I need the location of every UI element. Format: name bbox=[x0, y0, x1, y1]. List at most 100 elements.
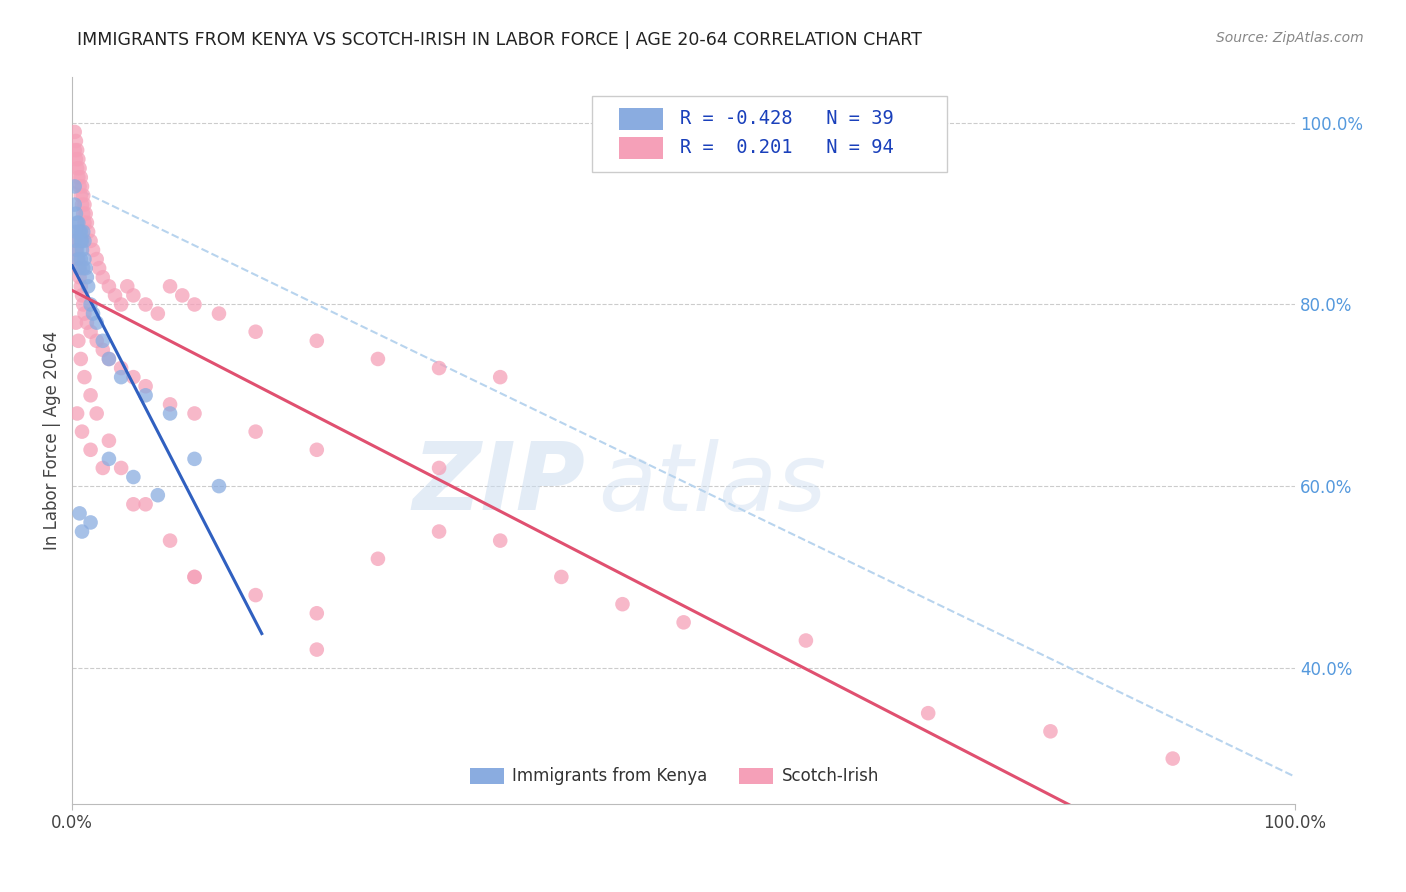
Point bbox=[70, 524, 93, 539]
Point bbox=[117, 279, 139, 293]
FancyBboxPatch shape bbox=[619, 137, 662, 159]
Point bbox=[79, 234, 101, 248]
Point bbox=[65, 207, 87, 221]
Point bbox=[489, 370, 512, 384]
Point bbox=[110, 361, 132, 376]
Point bbox=[70, 425, 93, 439]
Point bbox=[122, 370, 145, 384]
Point bbox=[122, 288, 145, 302]
Point bbox=[146, 488, 169, 502]
Point bbox=[159, 533, 181, 548]
Point bbox=[69, 225, 91, 239]
Point bbox=[183, 570, 205, 584]
Point bbox=[63, 125, 86, 139]
Point bbox=[69, 225, 91, 239]
Point bbox=[612, 597, 634, 611]
Point bbox=[79, 325, 101, 339]
Point bbox=[70, 234, 93, 248]
Point bbox=[65, 152, 87, 166]
Text: Scotch-Irish: Scotch-Irish bbox=[782, 767, 879, 785]
Point bbox=[76, 316, 98, 330]
Point bbox=[65, 225, 87, 239]
Point bbox=[67, 170, 90, 185]
Point bbox=[63, 197, 86, 211]
Point bbox=[183, 570, 205, 584]
Point bbox=[97, 279, 120, 293]
Point bbox=[73, 234, 96, 248]
Point bbox=[91, 270, 114, 285]
Point bbox=[159, 279, 181, 293]
Point bbox=[489, 533, 512, 548]
FancyBboxPatch shape bbox=[738, 768, 773, 784]
Point bbox=[73, 307, 96, 321]
Point bbox=[63, 234, 86, 248]
Point bbox=[76, 270, 98, 285]
Point bbox=[159, 407, 181, 421]
Text: R =  0.201   N = 94: R = 0.201 N = 94 bbox=[681, 138, 894, 157]
Point bbox=[72, 207, 94, 221]
Text: IMMIGRANTS FROM KENYA VS SCOTCH-IRISH IN LABOR FORCE | AGE 20-64 CORRELATION CHA: IMMIGRANTS FROM KENYA VS SCOTCH-IRISH IN… bbox=[77, 31, 922, 49]
Point bbox=[69, 351, 91, 366]
Point bbox=[72, 261, 94, 276]
Point bbox=[69, 179, 91, 194]
Point bbox=[65, 316, 87, 330]
Point bbox=[89, 261, 111, 276]
Point bbox=[917, 706, 939, 721]
Point bbox=[70, 243, 93, 257]
Point bbox=[245, 425, 267, 439]
Point bbox=[550, 570, 572, 584]
Point bbox=[82, 307, 104, 321]
Point bbox=[672, 615, 695, 630]
Point bbox=[69, 188, 91, 202]
Point bbox=[427, 524, 450, 539]
Point bbox=[66, 407, 89, 421]
Point bbox=[75, 207, 97, 221]
Point bbox=[427, 461, 450, 475]
Point bbox=[97, 351, 120, 366]
Point bbox=[67, 152, 90, 166]
Point bbox=[97, 451, 120, 466]
Point bbox=[110, 297, 132, 311]
Point bbox=[82, 243, 104, 257]
Point bbox=[69, 507, 91, 521]
Point bbox=[110, 370, 132, 384]
Point bbox=[63, 143, 86, 157]
Point bbox=[77, 279, 100, 293]
Point bbox=[65, 243, 87, 257]
Point bbox=[73, 197, 96, 211]
Point bbox=[135, 297, 157, 311]
Point bbox=[135, 388, 157, 402]
Point bbox=[183, 297, 205, 311]
Point bbox=[1161, 751, 1184, 765]
Point bbox=[97, 434, 120, 448]
Point bbox=[69, 279, 91, 293]
Point bbox=[172, 288, 194, 302]
Point bbox=[305, 642, 328, 657]
Point bbox=[183, 451, 205, 466]
Point bbox=[77, 225, 100, 239]
Point bbox=[79, 297, 101, 311]
Point bbox=[73, 216, 96, 230]
Point bbox=[69, 161, 91, 176]
Point bbox=[146, 307, 169, 321]
Text: R = -0.428   N = 39: R = -0.428 N = 39 bbox=[681, 110, 894, 128]
Point bbox=[72, 188, 94, 202]
Point bbox=[67, 261, 90, 276]
Point bbox=[69, 261, 91, 276]
Point bbox=[67, 252, 90, 266]
Point bbox=[69, 270, 91, 285]
Point bbox=[245, 588, 267, 602]
Point bbox=[91, 461, 114, 475]
Point bbox=[367, 551, 389, 566]
Point bbox=[208, 479, 231, 493]
Point bbox=[86, 407, 108, 421]
FancyBboxPatch shape bbox=[592, 95, 946, 172]
Point bbox=[110, 461, 132, 475]
FancyBboxPatch shape bbox=[619, 108, 662, 129]
Point bbox=[69, 252, 91, 266]
Point bbox=[122, 497, 145, 511]
Point bbox=[75, 261, 97, 276]
Point bbox=[245, 325, 267, 339]
Point bbox=[66, 143, 89, 157]
Point bbox=[135, 379, 157, 393]
